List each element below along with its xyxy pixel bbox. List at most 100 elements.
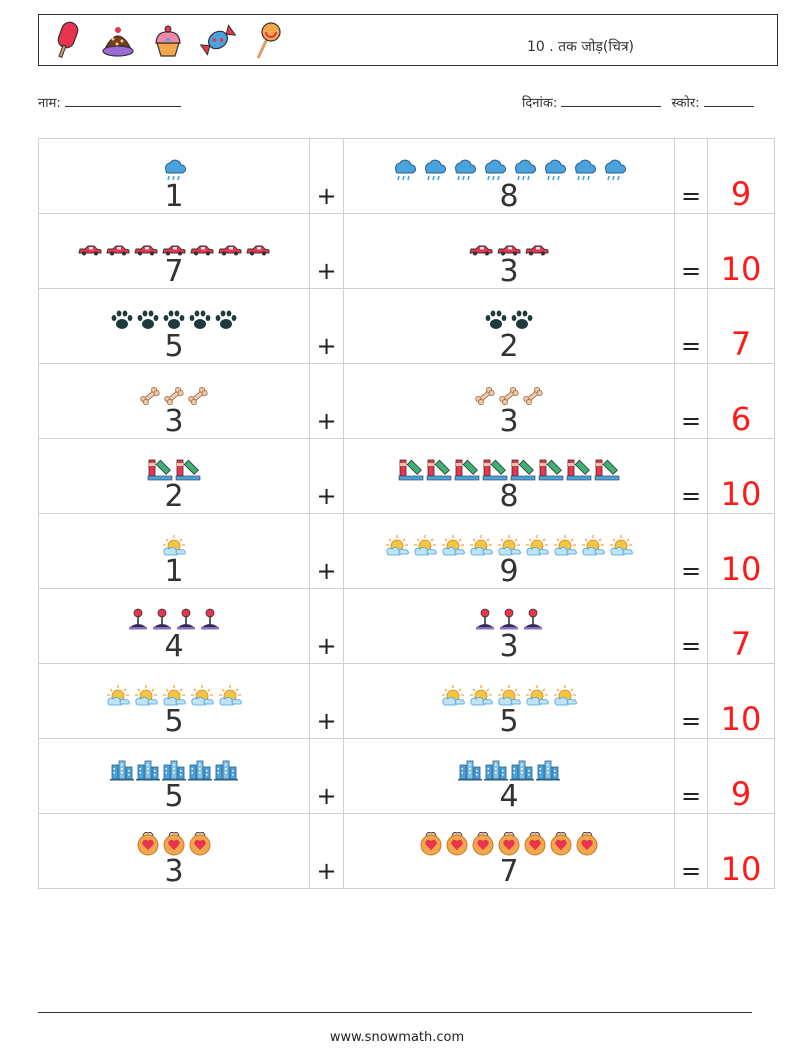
equals-cell: = xyxy=(674,288,708,364)
rain-cloud-icon xyxy=(605,159,626,181)
answer-cell: 10 xyxy=(707,438,775,514)
equals-sign: = xyxy=(680,782,702,810)
plus-cell: + xyxy=(309,363,344,439)
plus-cell: + xyxy=(309,813,344,889)
sun-cloud-icon xyxy=(526,535,549,556)
popsicle-icon xyxy=(49,19,87,61)
problem-row: 5 +5 = 10 xyxy=(38,663,775,739)
heart-badge-icon xyxy=(550,832,572,856)
rain-cloud-icon xyxy=(575,159,596,181)
problem-row: 3 +3 = 6 xyxy=(38,363,775,439)
plus-sign: + xyxy=(316,407,337,435)
equals-cell: = xyxy=(674,513,708,589)
buildings-icon xyxy=(484,760,508,781)
joystick-icon xyxy=(201,608,219,630)
answer-value: 7 xyxy=(730,625,752,663)
date-label: दिनांक: xyxy=(522,96,558,111)
addend-b-cell: 3 xyxy=(343,213,675,289)
equals-sign: = xyxy=(680,707,702,735)
addend-a: 3 xyxy=(164,854,184,889)
paw-icon xyxy=(485,310,507,329)
addend-a: 3 xyxy=(164,404,184,439)
equals-sign: = xyxy=(680,407,702,435)
heart-badge-icon xyxy=(189,832,211,856)
plus-cell: + xyxy=(309,588,344,664)
plus-sign: + xyxy=(316,182,337,210)
plus-sign: + xyxy=(316,332,337,360)
addend-a: 5 xyxy=(164,329,184,364)
addend-a-pictures xyxy=(39,824,309,856)
addend-b-cell: 7 xyxy=(343,813,675,889)
answer-value: 10 xyxy=(720,850,762,888)
cake-icon xyxy=(99,19,137,61)
paint-tools-icon xyxy=(594,459,620,481)
addend-b-cell: 8 xyxy=(343,438,675,514)
addend-a-pictures xyxy=(39,149,309,181)
addend-a-pictures xyxy=(39,599,309,631)
equals-sign: = xyxy=(680,182,702,210)
name-field: नाम: xyxy=(38,93,181,111)
worksheet-header: 10 . तक जोड़(चित्र) xyxy=(38,14,778,66)
addend-a-cell: 5 xyxy=(38,738,310,814)
plus-cell: + xyxy=(309,438,344,514)
sun-cloud-icon xyxy=(219,685,242,706)
equals-cell: = xyxy=(674,813,708,889)
joystick-icon xyxy=(476,608,494,630)
plus-cell: + xyxy=(309,213,344,289)
heart-badge-icon xyxy=(446,832,468,856)
addend-a-pictures xyxy=(39,749,309,781)
equals-sign: = xyxy=(680,857,702,885)
addend-a: 4 xyxy=(164,629,184,664)
bone-icon xyxy=(188,386,208,406)
bone-icon xyxy=(523,386,543,406)
addend-b: 4 xyxy=(499,779,519,814)
buildings-icon xyxy=(214,760,238,781)
buildings-icon xyxy=(536,760,560,781)
sun-cloud-icon xyxy=(442,685,465,706)
addend-b-pictures xyxy=(344,674,674,706)
problem-row: 2 +8 = 10 xyxy=(38,438,775,514)
car-icon xyxy=(162,245,186,256)
heart-badge-icon xyxy=(472,832,494,856)
paint-tools-icon xyxy=(398,459,424,481)
addend-b-cell: 2 xyxy=(343,288,675,364)
sun-cloud-icon xyxy=(442,535,465,556)
sun-cloud-icon xyxy=(414,535,437,556)
equals-cell: = xyxy=(674,363,708,439)
addend-a-cell: 3 xyxy=(38,363,310,439)
answer-value: 6 xyxy=(730,400,752,438)
buildings-icon xyxy=(162,760,186,781)
paint-tools-icon xyxy=(482,459,508,481)
heart-badge-icon xyxy=(576,832,598,856)
bone-icon xyxy=(140,386,160,406)
addend-b-pictures xyxy=(344,824,674,856)
sun-cloud-icon xyxy=(498,535,521,556)
addend-a-cell: 2 xyxy=(38,438,310,514)
addend-b-pictures xyxy=(344,524,674,556)
paint-tools-icon xyxy=(175,459,201,481)
heart-badge-icon xyxy=(498,832,520,856)
heart-badge-icon xyxy=(524,832,546,856)
sun-cloud-icon xyxy=(386,535,409,556)
addend-a-cell: 7 xyxy=(38,213,310,289)
sun-cloud-icon xyxy=(526,685,549,706)
rain-cloud-icon xyxy=(545,159,566,181)
rain-cloud-icon xyxy=(395,159,416,181)
addend-b: 8 xyxy=(499,479,519,514)
addend-a: 5 xyxy=(164,704,184,739)
sun-cloud-icon xyxy=(498,685,521,706)
answer-cell: 6 xyxy=(707,363,775,439)
joystick-icon xyxy=(500,608,518,630)
addend-a: 2 xyxy=(164,479,184,514)
addend-b-pictures xyxy=(344,224,674,256)
paw-icon xyxy=(215,310,237,329)
sun-cloud-icon xyxy=(554,535,577,556)
car-icon xyxy=(525,245,549,256)
addend-a: 1 xyxy=(164,554,184,589)
plus-sign: + xyxy=(316,482,337,510)
plus-sign: + xyxy=(316,857,337,885)
rain-cloud-icon xyxy=(425,159,446,181)
addend-a-pictures xyxy=(39,449,309,481)
lollipop-icon xyxy=(249,19,287,61)
equals-sign: = xyxy=(680,332,702,360)
